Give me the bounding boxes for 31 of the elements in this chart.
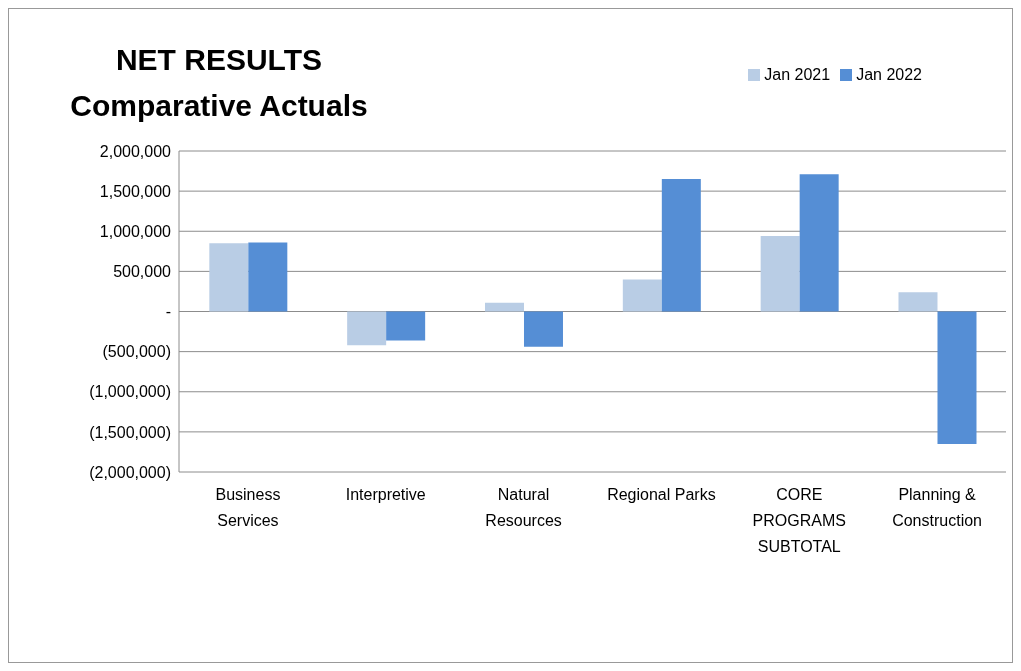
bar — [760, 236, 800, 312]
x-tick-label: Regional Parks — [607, 486, 716, 503]
bar — [937, 311, 977, 444]
bar — [799, 174, 839, 312]
legend-label: Jan 2021 — [764, 66, 831, 84]
bar — [898, 292, 938, 312]
bar — [484, 302, 524, 312]
bar — [622, 279, 662, 312]
legend-label: Jan 2022 — [856, 66, 922, 84]
y-tick-label: (1,500,000) — [89, 423, 171, 441]
bar — [661, 179, 701, 312]
x-tick-label: Planning & Construction — [892, 486, 982, 529]
y-tick-label: 2,000,000 — [99, 142, 172, 160]
x-tick-label: Natural Resources — [485, 486, 562, 529]
x-tick-label: Business Services — [215, 486, 281, 529]
bar — [347, 311, 387, 346]
y-tick-label: (2,000,000) — [89, 463, 171, 481]
bar — [248, 242, 288, 312]
bar — [523, 311, 563, 347]
bar — [209, 243, 249, 312]
y-tick-label: 500,000 — [113, 263, 172, 281]
x-tick-label: CORE PROGRAMS SUBTOTAL — [752, 486, 846, 555]
y-tick-label: - — [165, 303, 171, 321]
bar — [386, 311, 426, 341]
chart-title: NET RESULTS — [114, 42, 324, 78]
y-tick-label: (500,000) — [102, 343, 171, 361]
x-tick-label: Interpretive — [345, 486, 426, 503]
y-tick-label: 1,000,000 — [99, 222, 172, 240]
chart-subtitle: Comparative Actuals — [69, 88, 369, 124]
y-tick-label: (1,000,000) — [89, 383, 171, 401]
y-tick-label: 1,500,000 — [99, 182, 172, 200]
